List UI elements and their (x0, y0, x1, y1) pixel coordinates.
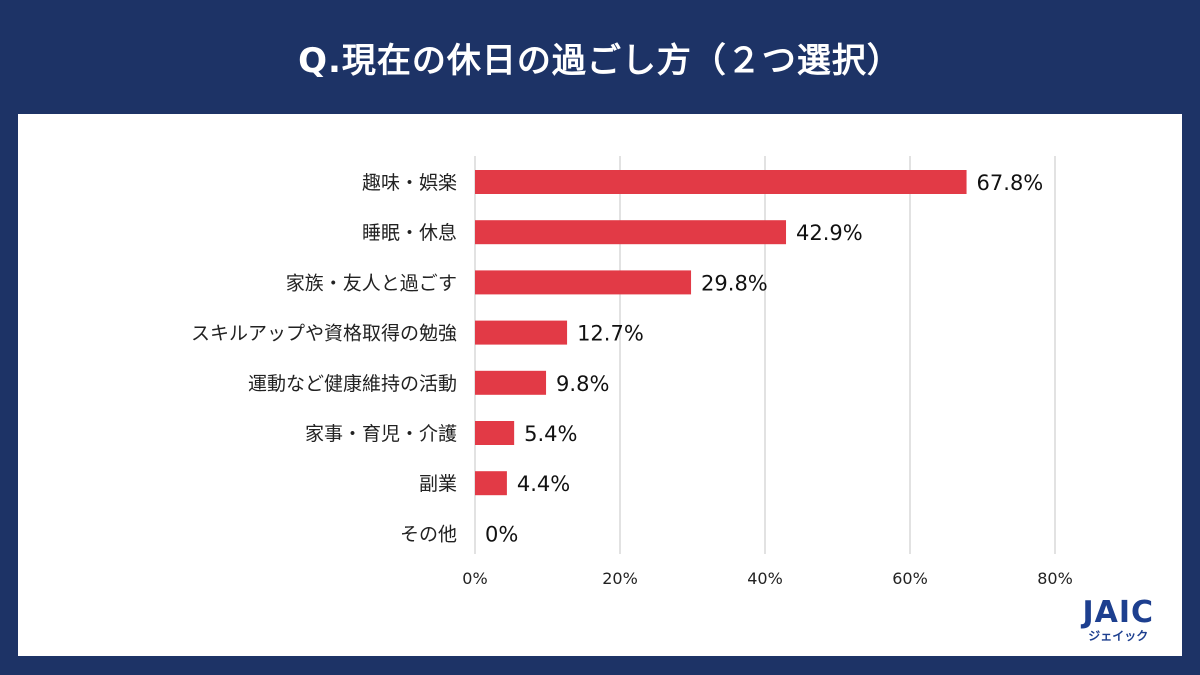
value-label: 4.4% (517, 472, 570, 496)
category-label: 副業 (419, 473, 457, 495)
value-label: 29.8% (701, 271, 768, 295)
logo-subtitle: ジェイック (1088, 629, 1149, 643)
value-label: 9.8% (556, 372, 609, 396)
bar-chart: 0% 20% 40% 60% 80% 趣味・娯楽 67.8% 睡眠・休息 42.9% 家族・友人と… (191, 156, 1073, 588)
bar (475, 471, 507, 496)
category-label: 運動など健康維持の活動 (248, 373, 457, 395)
value-label: 42.9% (796, 221, 863, 245)
x-tick-label: 0% (462, 569, 487, 588)
x-tick-label: 40% (747, 569, 783, 588)
value-label: 67.8% (977, 171, 1044, 195)
bar (475, 220, 787, 245)
category-label: スキルアップや資格取得の勉強 (191, 323, 457, 345)
x-tick-label: 20% (602, 569, 638, 588)
value-label: 5.4% (524, 422, 577, 446)
category-label: 家事・育児・介護 (305, 423, 457, 445)
bar (475, 421, 515, 445)
bar (475, 320, 568, 345)
category-label: 家族・友人と過ごす (286, 272, 457, 294)
bar (475, 170, 967, 194)
category-label: その他 (400, 523, 457, 545)
x-tick-label: 60% (892, 569, 928, 588)
logo-mark: JAIC (1082, 595, 1154, 630)
jaic-logo: JAIC ジェイック (1082, 598, 1154, 644)
page-title: Q.現在の休日の過ごし方（２つ選択） (298, 40, 902, 81)
bar (475, 270, 692, 295)
value-label: 12.7% (577, 322, 644, 346)
category-label: 睡眠・休息 (362, 222, 457, 244)
value-label: 0% (485, 522, 518, 546)
chart-panel: 0% 20% 40% 60% 80% 趣味・娯楽 67.8% 睡眠・休息 42.9% 家族・友人と… (18, 114, 1182, 656)
x-tick-label: 80% (1037, 569, 1073, 588)
bar (475, 370, 547, 395)
category-label: 趣味・娯楽 (362, 172, 457, 194)
